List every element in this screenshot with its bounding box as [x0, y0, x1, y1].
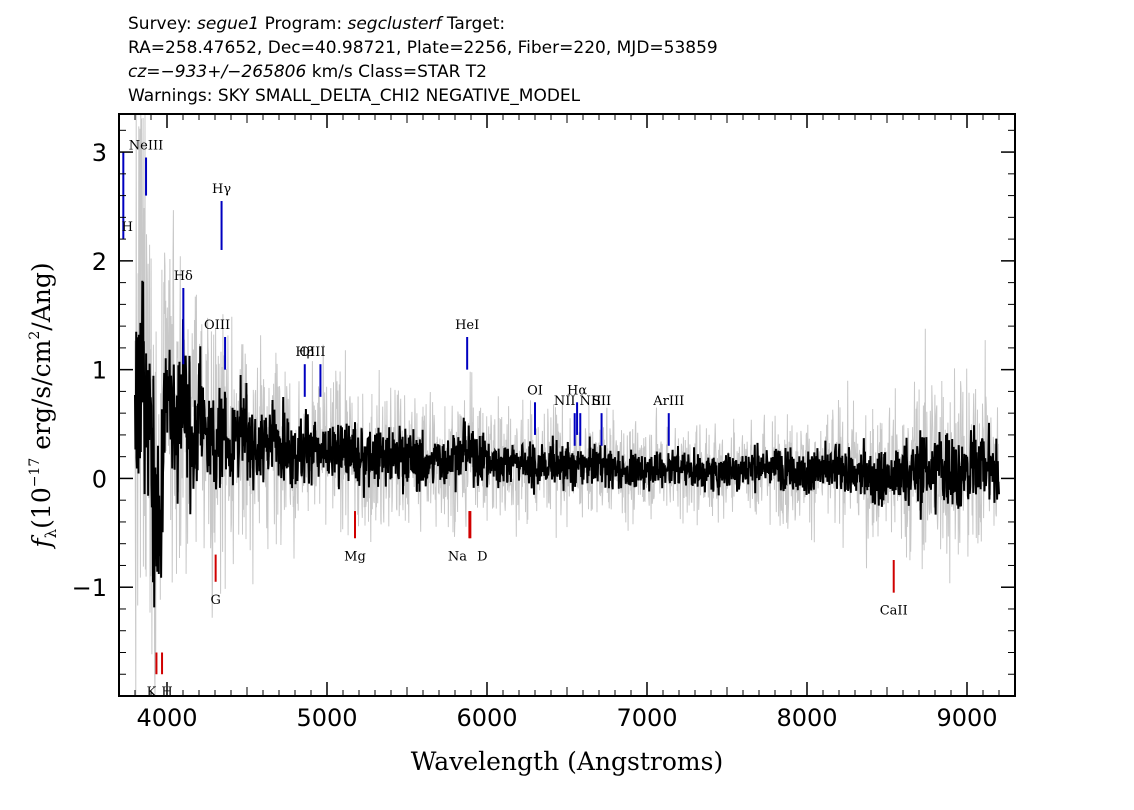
cz-value: cz=−933+/−265806 [128, 62, 307, 82]
absorption-line-label: D [477, 549, 487, 564]
x-axis-label: Wavelength (Angstroms) [411, 747, 723, 776]
y-label-f: f [27, 535, 56, 550]
header-line-3: cz=−933+/−265806 km/s Class=STAR T2 [128, 62, 487, 82]
survey-value: segue1 [197, 14, 260, 34]
flux-line [134, 280, 1000, 608]
emission-line-label: Hγ [212, 182, 231, 197]
y-label-exp1: −17 [27, 458, 43, 488]
header-line-2: RA=258.47652, Dec=40.98721, Plate=2256, … [128, 38, 718, 58]
emission-line-label: NII [579, 394, 601, 409]
absorption-line-label: K [147, 685, 157, 700]
x-tick-label: 5000 [296, 704, 357, 732]
emission-line-label: SII [592, 394, 611, 409]
error-line [134, 113, 1000, 697]
emission-line-label: ArIII [652, 394, 684, 409]
x-tick-label: 9000 [936, 704, 997, 732]
y-tick-label: −1 [72, 574, 107, 602]
target-label: Target: [446, 14, 506, 34]
x-tick-label: 8000 [776, 704, 837, 732]
absorption-line-label: Na [448, 549, 467, 564]
emission-line-label: NeIII [129, 139, 163, 154]
emission-line-label: Hβ [295, 345, 314, 360]
emission-line-label: NII [554, 394, 576, 409]
axes: 4000 5000 6000 7000 8000 9000 −1 0 1 2 3 [72, 114, 1016, 732]
survey-label: Survey: [128, 14, 192, 34]
absorption-line-label: CaII [880, 604, 908, 619]
y-tick-label: 3 [92, 139, 107, 167]
program-value: segclusterf [347, 14, 442, 34]
y-label-lambda: λ [42, 528, 60, 538]
error-spectrum [134, 113, 1000, 697]
x-tick-label: 7000 [616, 704, 677, 732]
absorption-line-label: Mg [344, 549, 366, 564]
emission-line-label: HeI [455, 318, 479, 333]
y-tick-label: 2 [92, 248, 107, 276]
class-text: km/s Class=STAR T2 [311, 62, 487, 82]
flux-spectrum [134, 280, 1000, 608]
x-tick-label: 6000 [456, 704, 517, 732]
y-label-units-b: erg/s/cm [27, 339, 56, 457]
emission-line-label: Hδ [174, 269, 193, 284]
emission-line-label: OIII [204, 318, 230, 333]
emission-line-label: OIII [299, 345, 325, 360]
absorption-line-label: G [210, 593, 220, 608]
y-label-units-c: /Ang) [27, 262, 56, 330]
header-line-4: Warnings: SKY SMALL_DELTA_CHI2 NEGATIVE_… [128, 86, 581, 106]
program-label: Program: [264, 14, 343, 34]
y-tick-label: 1 [92, 357, 107, 385]
header-line-1: Survey: segue1 Program: segclusterf Targ… [128, 14, 505, 34]
x-tick-label: 4000 [136, 704, 197, 732]
emission-line-label: OI [527, 383, 543, 398]
y-label-units-a: (10 [27, 487, 56, 529]
y-axis-label: fλ(10−17 erg/s/cm2/Ang) [27, 262, 60, 549]
emission-line-label: Hα [567, 383, 587, 398]
emission-line-label: H [122, 220, 133, 235]
y-tick-label: 0 [92, 465, 107, 493]
y-label-exp2: 2 [27, 331, 43, 340]
